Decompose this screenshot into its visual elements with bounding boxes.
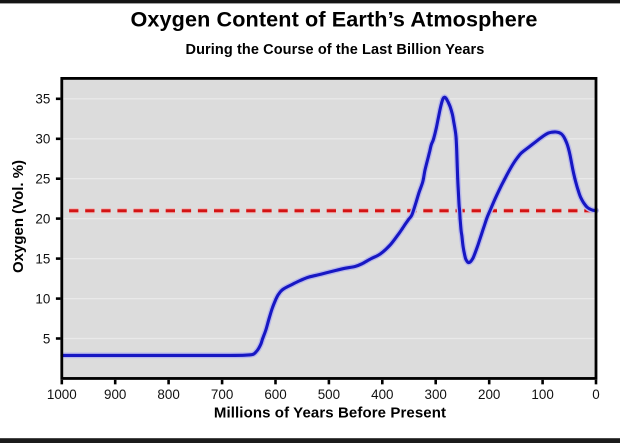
svg-text:700: 700 bbox=[211, 387, 233, 402]
svg-text:15: 15 bbox=[35, 251, 50, 266]
svg-text:400: 400 bbox=[371, 387, 393, 402]
svg-text:20: 20 bbox=[35, 211, 50, 226]
svg-text:900: 900 bbox=[104, 387, 126, 402]
svg-text:25: 25 bbox=[35, 172, 50, 187]
svg-text:0: 0 bbox=[592, 387, 599, 402]
svg-text:During the Course of the Last: During the Course of the Last Billion Ye… bbox=[186, 42, 485, 58]
svg-text:Oxygen Content of Earth’s Atmo: Oxygen Content of Earth’s Atmosphere bbox=[130, 7, 537, 32]
svg-text:10: 10 bbox=[35, 291, 50, 306]
svg-text:30: 30 bbox=[35, 132, 50, 147]
svg-text:200: 200 bbox=[478, 387, 500, 402]
svg-text:600: 600 bbox=[264, 387, 286, 402]
svg-text:Millions of Years Before Prese: Millions of Years Before Present bbox=[214, 405, 446, 422]
svg-text:300: 300 bbox=[425, 387, 447, 402]
svg-text:1000: 1000 bbox=[47, 387, 77, 402]
svg-text:Oxygen (Vol. %): Oxygen (Vol. %) bbox=[10, 160, 27, 273]
svg-text:5: 5 bbox=[43, 331, 50, 346]
svg-text:35: 35 bbox=[35, 92, 50, 107]
svg-text:800: 800 bbox=[157, 387, 179, 402]
svg-text:100: 100 bbox=[531, 387, 553, 402]
svg-text:500: 500 bbox=[318, 387, 340, 402]
